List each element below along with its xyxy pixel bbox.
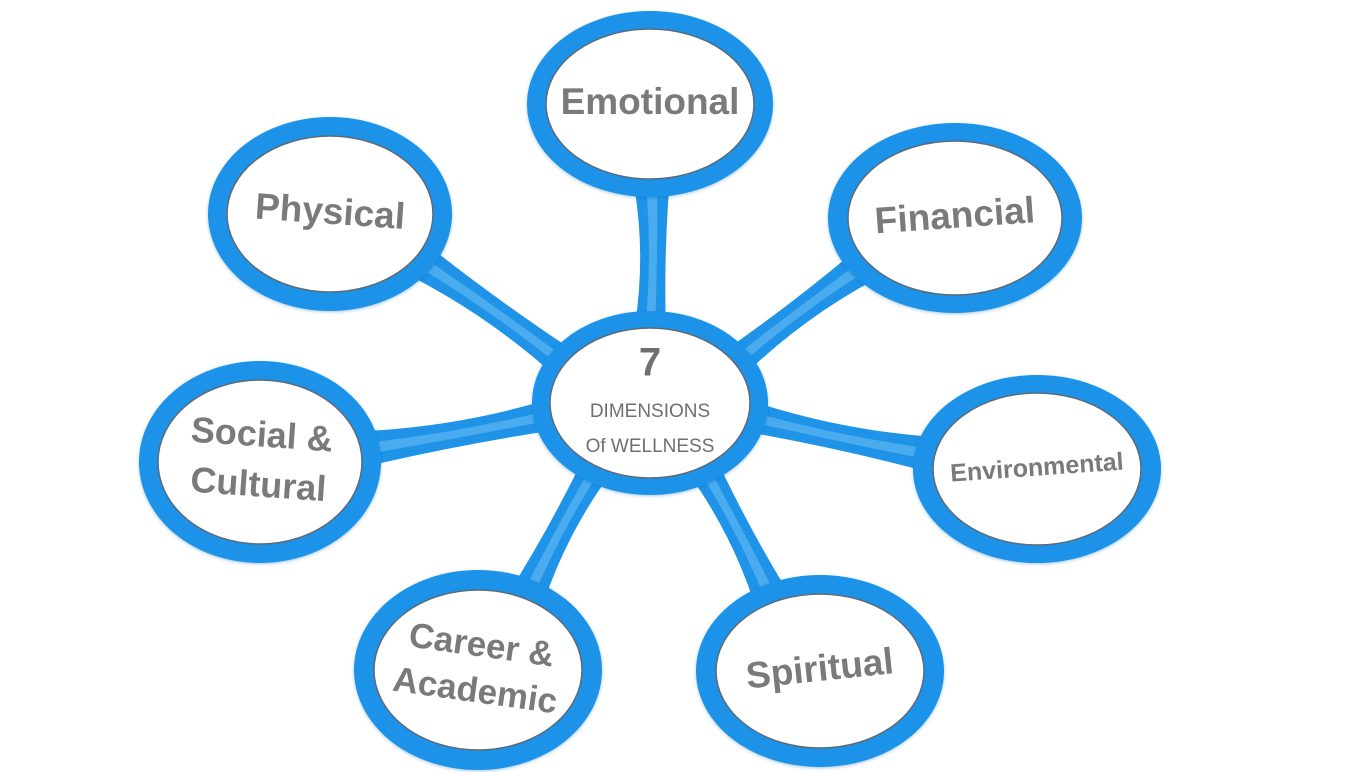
center-line-1: DIMENSIONS (590, 401, 710, 422)
node-inner-emotional (545, 28, 755, 180)
center-line-2: Of WELLNESS (586, 436, 715, 457)
node-inner-environmental (932, 392, 1142, 546)
node-inner-physical (226, 135, 434, 293)
node-inner-career (373, 589, 583, 751)
connector-highlight-environmental (742, 410, 972, 468)
node-financial: Financial (828, 123, 1082, 313)
connector-highlight-emotional (643, 155, 658, 331)
center-number: 7 (639, 341, 661, 385)
node-label-social-2: Cultural (189, 459, 328, 509)
node-social: Social &Cultural (139, 361, 381, 563)
outer-nodes: Emotional Financial EnvironmentalSpiritual… (139, 11, 1161, 770)
center-inner (549, 327, 751, 479)
node-emotional: Emotional (527, 11, 773, 197)
connector-highlight-social (324, 408, 557, 461)
node-career: Career &Academic (354, 570, 602, 770)
node-spiritual: Spiritual (696, 575, 944, 767)
node-inner-spiritual (715, 593, 925, 749)
node-label-emotional: Emotional (561, 81, 740, 122)
node-physical: Physical (208, 117, 452, 311)
connector-highlight-physical (383, 235, 572, 371)
node-inner-social (157, 379, 363, 545)
node-environmental: Environmental (913, 375, 1161, 563)
node-inner-financial (847, 140, 1063, 296)
center-node: 7 DIMENSIONS Of WELLNESS (532, 311, 768, 495)
